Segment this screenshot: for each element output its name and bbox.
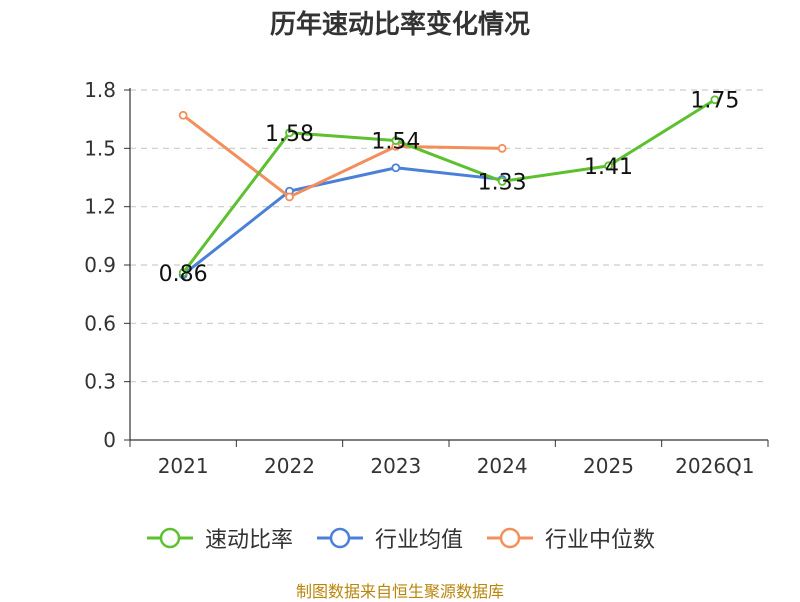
legend-item-industry-mean[interactable]: 行业均值 xyxy=(315,522,463,554)
data-label-2021: 0.86 xyxy=(159,262,208,287)
legend-label-industry-median: 行业中位数 xyxy=(545,528,656,553)
series-0-point-2026Q1 xyxy=(710,95,720,105)
y-tick-label-2: 0.6 xyxy=(84,311,116,335)
legend-item-industry-median[interactable]: 行业中位数 xyxy=(485,522,655,554)
y-tick-label-6: 1.8 xyxy=(84,78,116,102)
series-line-2 xyxy=(182,114,503,199)
x-tick-label-2023: 2023 xyxy=(370,454,421,478)
data-label-2024: 1.33 xyxy=(478,170,527,195)
y-tick-label-0: 0 xyxy=(103,428,116,452)
series-0-point-2025 xyxy=(604,161,613,171)
y-tick-label-3: 0.9 xyxy=(84,253,116,277)
x-tick-label-2021: 2021 xyxy=(158,454,209,478)
legend-label-quick-ratio: 速动比率 xyxy=(204,528,293,553)
y-tick-label-4: 1.2 xyxy=(84,195,116,219)
legend-marker-industry-mean xyxy=(316,527,363,549)
y-tick-label-1: 0.3 xyxy=(84,370,116,394)
legend-label-industry-mean: 行业均值 xyxy=(374,528,463,553)
series-0-point-2022 xyxy=(285,128,294,138)
data-label-2025: 1.41 xyxy=(584,155,633,180)
chart-legend: 速动比率 行业均值 行业中位数 xyxy=(0,520,800,556)
data-label-2026Q1: 1.75 xyxy=(690,89,739,114)
line-chart: 0 0.3 0.6 0.9 1.2 1.5 1.8 2021 2022 2023 2024 2025 2… xyxy=(84,78,769,478)
data-label-2022: 1.58 xyxy=(265,122,314,147)
legend-marker-industry-median xyxy=(487,527,533,549)
series-2-point-2021 xyxy=(178,110,188,120)
series-line-1 xyxy=(182,166,503,276)
x-tick-label-2026Q1: 2026Q1 xyxy=(675,454,754,478)
series-0-point-2021 xyxy=(178,268,188,278)
x-tick-label-2024: 2024 xyxy=(477,454,528,478)
series-0-point-2024 xyxy=(497,176,507,186)
series-2-point-2024 xyxy=(497,143,507,153)
series-0-point-2023 xyxy=(391,136,401,145)
chart-title: 历年速动比率变化情况 xyxy=(269,10,530,40)
legend-marker-quick-ratio xyxy=(146,527,193,549)
series-2-point-2022 xyxy=(285,192,294,202)
legend-item-quick-ratio[interactable]: 速动比率 xyxy=(145,522,293,554)
series-1-point-2023 xyxy=(391,163,401,173)
data-source-note: 制图数据来自恒生聚源数据库 xyxy=(295,582,504,601)
series-line-0 xyxy=(181,98,716,274)
x-tick-label-2022: 2022 xyxy=(264,454,315,478)
x-tick-label-2025: 2025 xyxy=(583,454,634,478)
y-tick-label-5: 1.5 xyxy=(84,136,116,160)
data-label-2023: 1.54 xyxy=(371,130,420,155)
